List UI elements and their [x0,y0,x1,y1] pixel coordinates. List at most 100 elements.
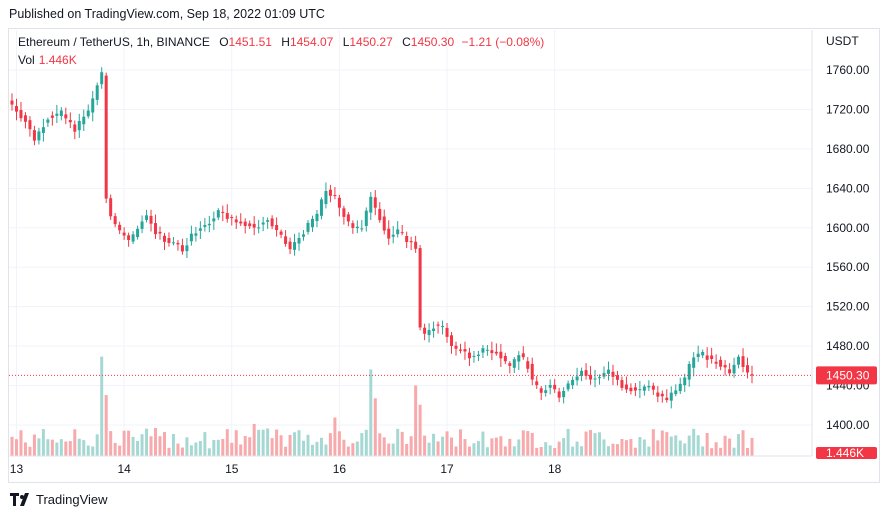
volume-bar [530,432,534,456]
candle-body [185,245,189,252]
candle-body [319,199,323,216]
candle-body [364,210,368,226]
candle [423,323,427,341]
candle [149,209,153,232]
candle-body [633,387,637,391]
candle-body [669,392,673,401]
candle-body [342,208,346,217]
candle [485,345,489,356]
volume-bar [41,429,45,456]
candle-body [55,113,59,116]
candle [737,354,741,369]
volume-bar [436,441,440,456]
candle [678,377,682,395]
candle [248,220,252,229]
candle [458,343,462,354]
volume-bar [665,432,669,456]
volume-bar [50,439,54,456]
volume-bar [248,437,252,456]
candle-body [732,364,736,374]
time-axis: 13 14 15 16 17 18 1.446K [9,446,877,476]
volume-bar [351,443,355,456]
volume-bar [100,356,104,456]
volume-bar [696,435,700,456]
candle [669,386,673,409]
volume-bar [593,433,597,456]
candle-body [418,248,422,328]
y-tick-label: 1720.00 [826,102,870,116]
volume-bar [490,438,494,456]
volume-bar [494,437,498,456]
candle [50,111,54,126]
volume-bar [602,439,606,456]
volume-bar [288,434,292,456]
x-tick-label: 14 [117,462,131,476]
tradingview-brand[interactable]: TradingView [10,492,108,507]
candle [109,194,113,220]
candle [32,125,36,146]
volume-bar [606,446,610,456]
candle [602,366,606,380]
volume-bar [458,429,462,456]
candle-body [396,229,400,235]
candle [14,98,18,121]
candle [705,347,709,368]
candle-body [678,383,682,392]
candle [243,218,247,234]
candle [508,361,512,374]
candle-body [508,363,512,366]
volume-bar [396,428,400,456]
y-tick-label: 1480.00 [826,339,870,353]
candle [687,361,691,387]
volume-bar [109,431,113,456]
volume-bar [598,432,602,456]
candle-body [109,198,113,217]
volume-bar [216,439,220,456]
candle [535,375,539,389]
volume-bar [633,447,637,456]
candle-body [82,116,86,125]
volume-bar [683,443,687,456]
candle [346,211,350,227]
volume-bar [575,441,579,456]
candle-body [162,235,166,242]
volume-bar [723,435,727,456]
candle [319,197,323,220]
volume-bar [692,428,696,456]
volume-bar [319,437,323,456]
volume-bar [737,434,741,456]
candle-body [171,242,175,244]
candle-body [136,228,140,238]
volume-bar [463,439,467,456]
candle [158,226,162,240]
candle-body [149,215,153,224]
candle-body [32,130,36,141]
candle-body [23,115,27,122]
candle [351,220,355,234]
candle [198,221,202,240]
candle [539,385,543,401]
symbol-title[interactable]: Ethereum / TetherUS, 1h, BINANCE [18,35,210,49]
volume-bar [149,436,153,456]
volume-bar [293,432,297,456]
candle [270,215,274,230]
candle-body [378,208,382,221]
candle-body [243,221,247,226]
candle-body [683,377,687,386]
volume-bar [328,433,332,456]
volume-bar [620,439,624,456]
volume-bar [64,441,68,456]
candle-body [91,98,95,113]
candle [154,214,158,239]
candle [73,120,77,140]
candle [750,365,754,384]
candle [580,367,584,382]
candle-body [95,85,99,100]
candle [239,213,243,227]
x-tick-label: 18 [548,462,562,476]
candle-body [252,223,256,228]
candle [728,363,732,377]
candle [378,202,382,223]
candle [104,72,108,204]
